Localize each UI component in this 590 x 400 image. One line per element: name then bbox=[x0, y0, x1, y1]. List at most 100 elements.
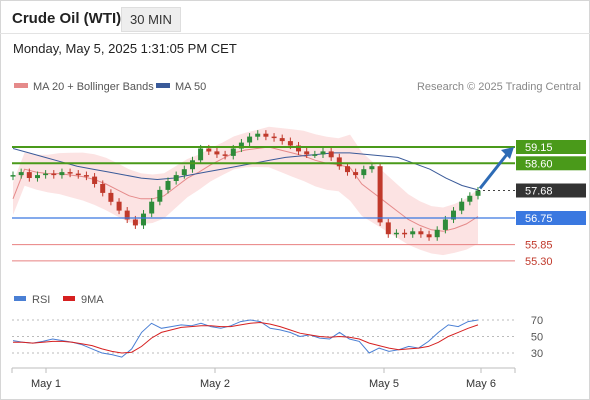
candle bbox=[296, 141, 301, 155]
candle bbox=[279, 134, 285, 145]
level-label-57.68: 57.68 bbox=[525, 186, 553, 198]
ma50-line bbox=[12, 148, 479, 191]
candle-body bbox=[393, 232, 399, 235]
candle bbox=[247, 133, 253, 147]
candle-body bbox=[190, 160, 195, 170]
x-tick-label: May 2 bbox=[200, 378, 230, 390]
candle bbox=[345, 162, 350, 176]
candle-body bbox=[345, 166, 350, 173]
candle bbox=[263, 130, 269, 141]
rsi-ma-line bbox=[13, 321, 479, 354]
candle-body bbox=[206, 148, 212, 152]
candle bbox=[124, 207, 130, 224]
candle-body bbox=[51, 173, 57, 176]
candle-body bbox=[75, 173, 81, 176]
candle bbox=[255, 130, 261, 141]
candle-body bbox=[26, 172, 32, 178]
candle-body bbox=[353, 172, 359, 176]
candle-body bbox=[43, 173, 49, 176]
candle-body bbox=[83, 175, 89, 177]
level-label-58.60: 58.60 bbox=[525, 158, 553, 170]
candle bbox=[190, 156, 195, 173]
level-tag-58.60 bbox=[516, 156, 586, 171]
price-plot bbox=[10, 126, 481, 256]
candle-body bbox=[100, 184, 106, 193]
candle bbox=[312, 150, 318, 158]
candle bbox=[410, 227, 416, 238]
candle-body bbox=[10, 175, 16, 177]
candle-body bbox=[475, 190, 481, 196]
candle-body bbox=[467, 195, 473, 202]
level-label-55.85: 55.85 bbox=[525, 240, 553, 252]
candle bbox=[442, 215, 448, 234]
forecast-arrow-head bbox=[501, 147, 514, 159]
bollinger-band bbox=[13, 126, 478, 256]
candle-body bbox=[369, 166, 375, 170]
candle bbox=[149, 198, 155, 218]
header-divider bbox=[0, 33, 590, 34]
candle-body bbox=[271, 136, 277, 139]
level-tag-57.68 bbox=[516, 183, 586, 198]
candle bbox=[141, 210, 146, 229]
candle-body bbox=[434, 229, 440, 238]
candle bbox=[271, 133, 277, 142]
candle-body bbox=[124, 210, 130, 220]
candle bbox=[418, 227, 424, 238]
price-levels: 59.15 58.60 57.68 56.75 55.85 55.30 bbox=[12, 140, 586, 268]
level-tag-59.15 bbox=[516, 140, 586, 154]
candle bbox=[304, 147, 310, 158]
candle bbox=[108, 189, 114, 206]
candle bbox=[459, 198, 465, 215]
rsi-ma-legend-label: 9MA bbox=[81, 294, 104, 306]
candle-body bbox=[402, 232, 408, 235]
candle bbox=[361, 165, 367, 179]
rsi-legend: RSI 9MA bbox=[14, 294, 104, 306]
candle bbox=[92, 173, 98, 188]
candle-body bbox=[18, 172, 24, 176]
candle bbox=[353, 168, 359, 179]
candle-body bbox=[35, 175, 40, 179]
ma50-legend-label: MA 50 bbox=[175, 81, 206, 93]
candle-body bbox=[385, 222, 391, 235]
candle-body bbox=[247, 136, 253, 143]
candle bbox=[434, 226, 440, 241]
candle bbox=[181, 165, 187, 179]
forecast-arrow-shaft bbox=[478, 152, 510, 190]
candle-body bbox=[451, 210, 456, 220]
candle-body bbox=[287, 141, 293, 146]
level-tag-56.75 bbox=[516, 211, 586, 225]
candle-body bbox=[336, 157, 342, 167]
candle bbox=[35, 171, 40, 182]
rsi-tick-50: 50 bbox=[531, 332, 543, 344]
candle-body bbox=[230, 148, 236, 156]
candle-body bbox=[141, 213, 146, 226]
candle bbox=[173, 171, 179, 185]
x-tick-label: May 1 bbox=[31, 378, 61, 390]
candle bbox=[369, 162, 375, 173]
candle-body bbox=[442, 219, 448, 230]
candle bbox=[165, 177, 171, 194]
candle-body bbox=[320, 151, 326, 155]
candle bbox=[59, 168, 65, 179]
timeframe-badge[interactable]: 30 MIN bbox=[121, 7, 181, 32]
rsi-legend-label: RSI bbox=[32, 294, 50, 306]
candle bbox=[336, 153, 342, 170]
level-label-55.30: 55.30 bbox=[525, 256, 553, 268]
instrument-title: Crude Oil (WTI) bbox=[12, 10, 122, 27]
ma20-line bbox=[12, 146, 479, 232]
candle bbox=[10, 171, 16, 181]
candle bbox=[18, 168, 24, 179]
candle bbox=[475, 186, 481, 200]
candle bbox=[198, 144, 204, 164]
candle-body bbox=[377, 166, 383, 223]
candle-body bbox=[410, 231, 416, 235]
rsi-line bbox=[12, 319, 479, 358]
timestamp: Monday, May 5, 2025 1:31:05 PM CET bbox=[13, 41, 237, 56]
candle-body bbox=[214, 151, 220, 155]
rsi-ma-legend-swatch bbox=[63, 296, 75, 301]
price-legend: MA 20 + Bollinger Bands MA 50 Research ©… bbox=[14, 81, 581, 93]
rsi-tick-70: 70 bbox=[531, 315, 543, 327]
candle-body bbox=[263, 133, 269, 137]
candle bbox=[157, 186, 163, 206]
candle bbox=[451, 207, 456, 224]
